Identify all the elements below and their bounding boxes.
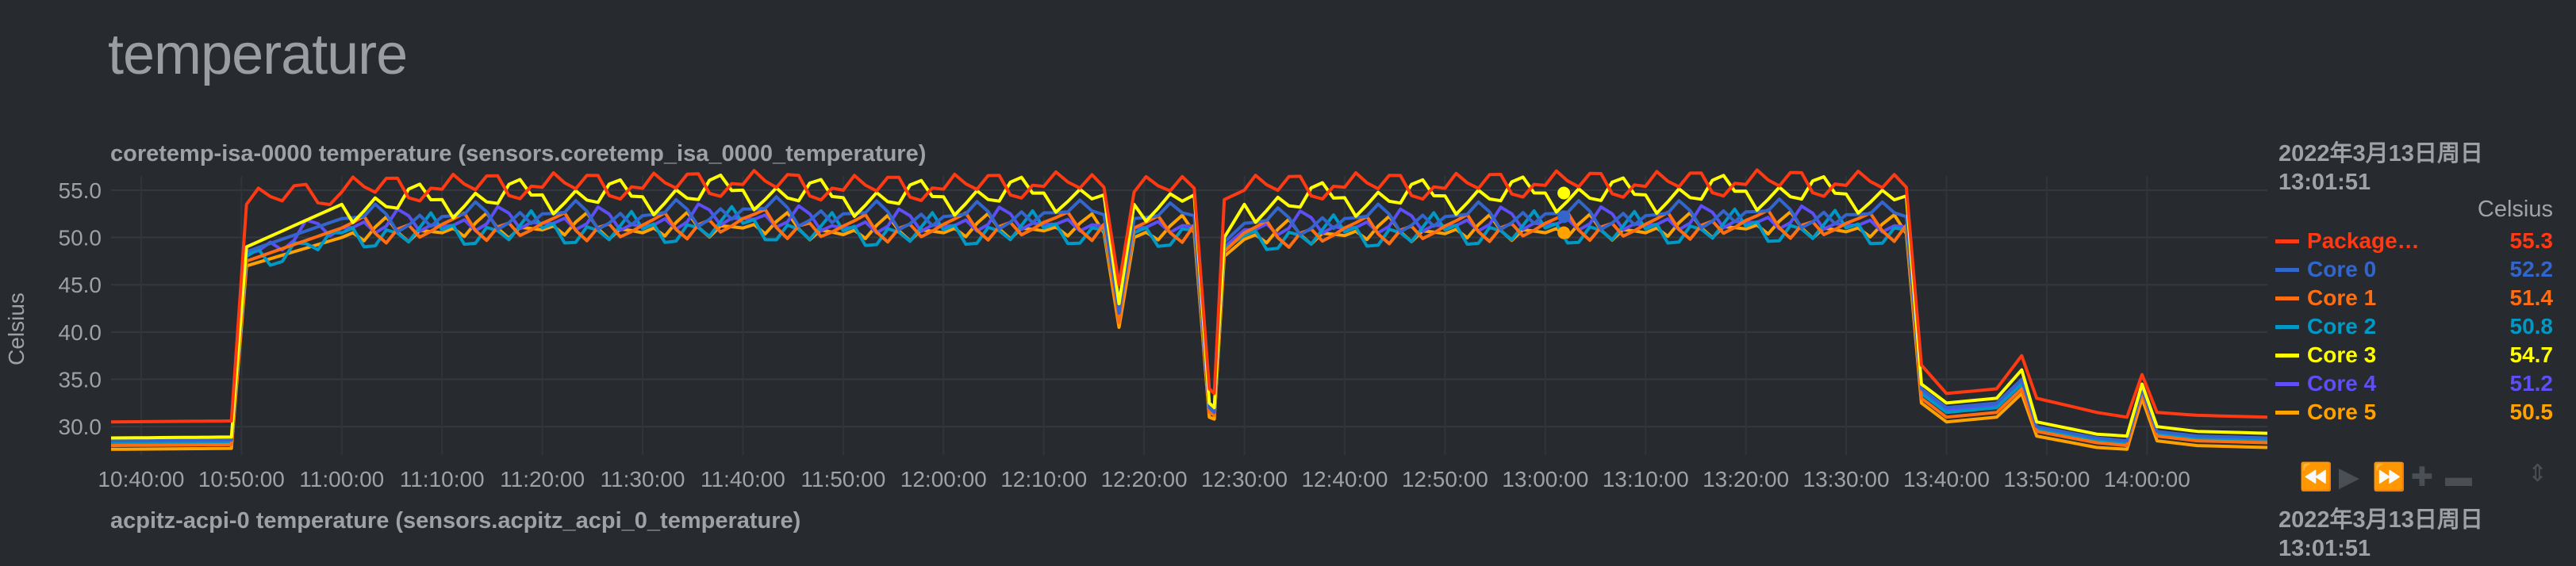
chart-time-2: 13:01:51	[2278, 536, 2371, 561]
legend-swatch	[2275, 324, 2299, 329]
fast-forward-icon[interactable]: ⏩	[2372, 462, 2406, 492]
x-tick-label: 12:40:00	[1301, 467, 1388, 491]
x-tick-label: 13:30:00	[1803, 467, 1890, 491]
legend-swatch	[2275, 239, 2299, 243]
y-tick-label: 45.0	[59, 273, 102, 297]
page-title: temperature	[108, 23, 408, 86]
hover-point	[1557, 210, 1571, 224]
legend-label: Core 1	[2307, 285, 2377, 310]
legend-label: Core 2	[2307, 314, 2377, 338]
x-tick-label: 13:20:00	[1703, 467, 1789, 491]
chart-datetime: 2022年3月13日周日 13:01:51	[2278, 140, 2483, 197]
legend-label: Core 5	[2307, 400, 2377, 424]
x-tick-label: 12:20:00	[1101, 467, 1188, 491]
legend-swatch	[2275, 410, 2299, 415]
y-tick-label: 50.0	[59, 226, 102, 250]
series-line-core0	[110, 195, 2268, 443]
x-tick-label: 11:40:00	[701, 467, 785, 491]
y-tick-label: 55.0	[59, 178, 102, 203]
hover-point	[1557, 226, 1571, 239]
x-tick-label: 13:40:00	[1903, 467, 1990, 491]
legend-item[interactable]: Core 4 51.2	[2275, 369, 2553, 398]
chart-legend: Celsius Package… 55.3 Core 0 52.2 Core 1 51.4…	[2275, 197, 2553, 426]
x-tick-label: 13:50:00	[2003, 467, 2090, 491]
legend-item[interactable]: Package… 55.3	[2275, 227, 2553, 255]
legend-unit: Celsius	[2477, 197, 2553, 222]
legend-item[interactable]: Core 2 50.8	[2275, 312, 2553, 341]
series-line-core1	[110, 208, 2268, 448]
rewind-icon[interactable]: ⏪	[2299, 462, 2333, 492]
y-tick-label: 40.0	[59, 320, 102, 345]
x-tick-label: 12:50:00	[1402, 467, 1488, 491]
x-tick-label: 11:00:00	[299, 467, 384, 491]
legend-item[interactable]: Core 3 54.7	[2275, 341, 2553, 369]
zoom-out-icon[interactable]: ▬	[2445, 461, 2472, 492]
x-tick-label: 11:20:00	[500, 467, 585, 491]
play-icon[interactable]: ▶	[2338, 462, 2360, 492]
legend-swatch	[2275, 353, 2299, 358]
x-tick-label: 12:30:00	[1201, 467, 1288, 491]
legend-label: Core 4	[2307, 371, 2377, 396]
x-tick-label: 10:40:00	[98, 467, 184, 491]
y-tick-label: 35.0	[59, 368, 102, 392]
chart-navigation: ⏪ ▶ ⏩ ✚ ▬	[2299, 461, 2472, 493]
y-axis-label: Celsius	[4, 293, 29, 365]
legend-label: Package…	[2307, 228, 2420, 253]
legend-item[interactable]: Core 5 50.5	[2275, 398, 2553, 426]
y-tick-label: 30.0	[59, 415, 102, 439]
legend-value: 54.7	[2509, 342, 2554, 367]
legend-item[interactable]: Core 1 51.4	[2275, 284, 2553, 312]
legend-value: 52.2	[2509, 257, 2554, 281]
x-tick-label: 13:10:00	[1603, 467, 1689, 491]
legend-item[interactable]: Core 0 52.2	[2275, 255, 2553, 284]
resize-icon[interactable]: ⇕	[2528, 461, 2548, 487]
x-tick-label: 10:50:00	[198, 467, 285, 491]
legend-label: Core 3	[2307, 342, 2377, 367]
legend-swatch	[2275, 381, 2299, 386]
x-tick-label: 11:10:00	[400, 467, 485, 491]
hover-point	[1557, 186, 1571, 200]
legend-label: Core 0	[2307, 257, 2377, 281]
series-line-package	[110, 168, 2268, 424]
x-tick-label: 12:10:00	[1000, 467, 1087, 491]
x-tick-label: 12:00:00	[900, 467, 987, 491]
zoom-in-icon[interactable]: ✚	[2410, 462, 2434, 492]
legend-value: 50.8	[2509, 314, 2554, 338]
legend-swatch	[2275, 267, 2299, 272]
chart-title-2: acpitz-acpi-0 temperature (sensors.acpit…	[110, 508, 801, 533]
legend-value: 51.4	[2509, 285, 2554, 310]
x-tick-label: 14:00:00	[2104, 467, 2190, 491]
legend-value: 51.2	[2509, 371, 2554, 396]
chart-date-2: 2022年3月13日周日	[2278, 507, 2483, 533]
chart-title: coretemp-isa-0000 temperature (sensors.c…	[110, 141, 927, 166]
x-tick-label: 11:50:00	[800, 467, 885, 491]
x-tick-label: 13:00:00	[1502, 467, 1588, 491]
chart-date: 2022年3月13日周日	[2278, 141, 2483, 166]
series-line-core3	[110, 173, 2268, 440]
chart-datetime-2: 2022年3月13日周日 13:01:51	[2278, 506, 2483, 563]
legend-swatch	[2275, 296, 2299, 300]
legend-value: 55.3	[2509, 228, 2554, 253]
legend-value: 50.5	[2509, 400, 2554, 424]
x-tick-label: 11:30:00	[601, 467, 685, 491]
chart-time: 13:01:51	[2278, 170, 2371, 195]
